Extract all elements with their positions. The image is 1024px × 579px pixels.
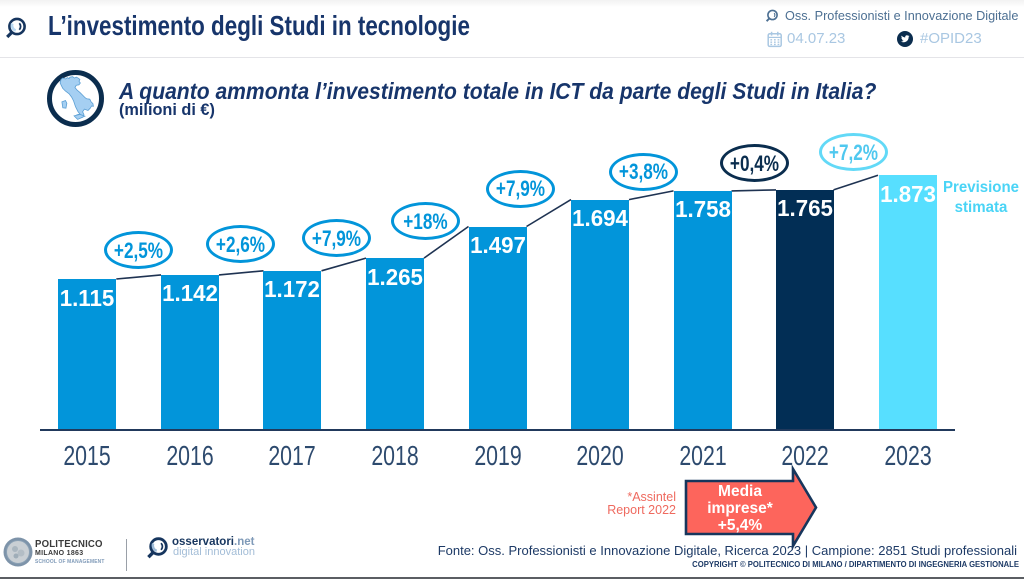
svg-text:Media: Media [718, 483, 762, 500]
svg-text:+5,4%: +5,4% [718, 517, 763, 534]
svg-text:imprese*: imprese* [707, 500, 773, 517]
